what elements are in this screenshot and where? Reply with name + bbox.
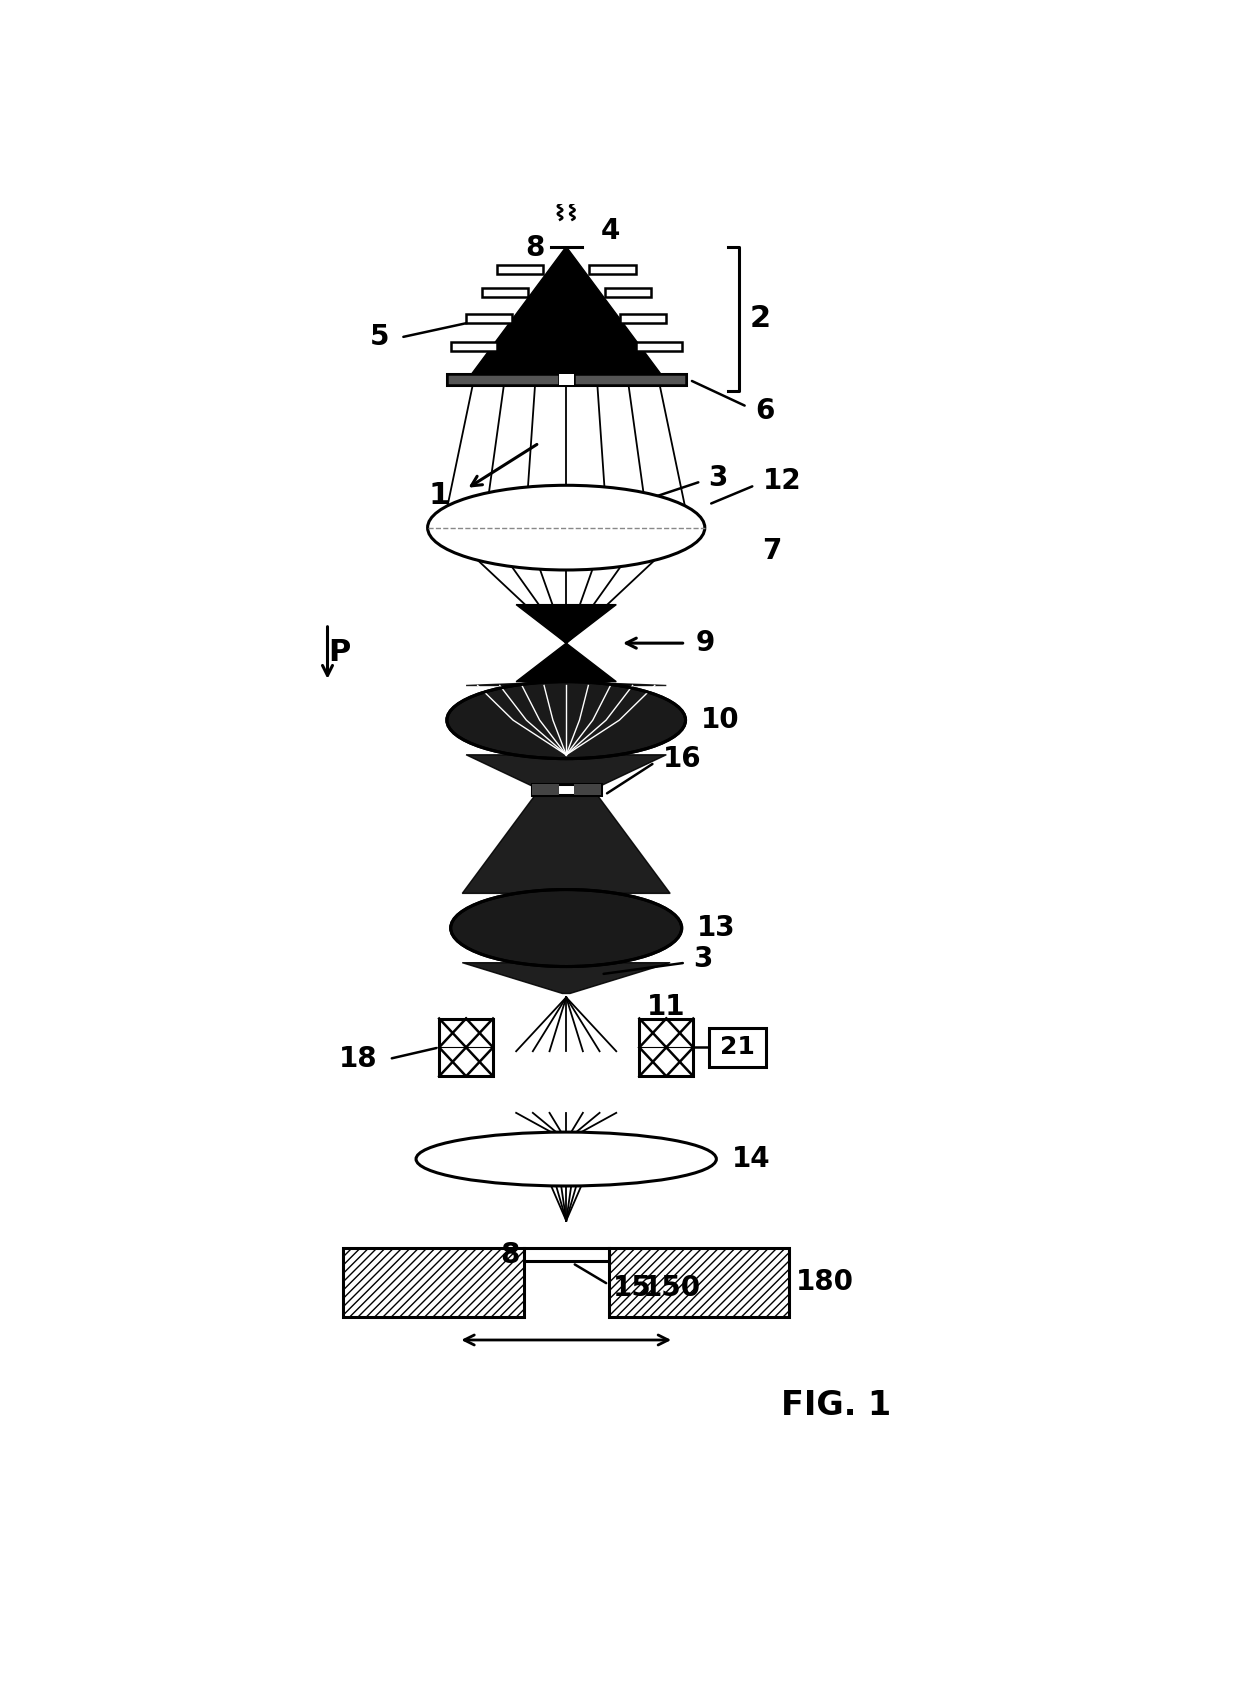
Text: 12: 12 xyxy=(763,468,801,495)
Text: 11: 11 xyxy=(647,992,686,1021)
Text: 7: 7 xyxy=(763,536,782,565)
Bar xyxy=(497,266,543,274)
Text: 1: 1 xyxy=(429,480,450,511)
Text: 21: 21 xyxy=(720,1035,755,1059)
Bar xyxy=(574,785,601,795)
Text: 16: 16 xyxy=(662,745,701,773)
Text: P: P xyxy=(327,638,350,667)
Polygon shape xyxy=(466,681,666,686)
Polygon shape xyxy=(463,790,670,894)
Bar xyxy=(620,313,666,323)
Bar xyxy=(640,1018,693,1076)
Ellipse shape xyxy=(417,1132,717,1186)
Text: 6: 6 xyxy=(755,397,774,424)
Text: 5: 5 xyxy=(370,323,389,351)
Text: 15: 15 xyxy=(613,1275,651,1302)
Bar xyxy=(605,288,651,298)
Text: 14: 14 xyxy=(732,1145,770,1173)
Text: 2: 2 xyxy=(749,305,770,334)
Bar xyxy=(558,374,574,385)
Bar xyxy=(532,785,601,795)
Bar xyxy=(439,1018,494,1076)
Polygon shape xyxy=(466,754,666,790)
Polygon shape xyxy=(463,963,670,994)
Text: 8: 8 xyxy=(526,235,544,262)
Text: 8: 8 xyxy=(501,1241,520,1268)
Text: 3: 3 xyxy=(708,463,728,492)
Ellipse shape xyxy=(446,681,686,759)
Bar xyxy=(532,785,558,795)
Polygon shape xyxy=(516,604,616,643)
Text: FIG. 1: FIG. 1 xyxy=(781,1389,890,1421)
Bar xyxy=(343,1248,523,1317)
Bar xyxy=(708,1028,766,1067)
Text: 3: 3 xyxy=(693,945,713,974)
Text: 150: 150 xyxy=(644,1275,702,1302)
Bar xyxy=(574,374,686,385)
Polygon shape xyxy=(466,247,666,381)
Bar xyxy=(589,266,635,274)
Text: 13: 13 xyxy=(697,914,735,941)
Bar xyxy=(466,313,512,323)
Bar xyxy=(635,342,682,351)
Text: 18: 18 xyxy=(339,1045,377,1072)
Polygon shape xyxy=(516,643,616,681)
Text: 9: 9 xyxy=(696,630,714,657)
Bar xyxy=(446,374,686,385)
Bar xyxy=(446,374,558,385)
Ellipse shape xyxy=(450,890,682,967)
Text: 10: 10 xyxy=(701,706,739,734)
Ellipse shape xyxy=(428,485,704,570)
Text: 180: 180 xyxy=(796,1268,853,1297)
Bar xyxy=(481,288,528,298)
Bar xyxy=(609,1248,790,1317)
Bar xyxy=(450,342,497,351)
Bar xyxy=(523,1248,609,1261)
Text: 4: 4 xyxy=(601,218,620,245)
